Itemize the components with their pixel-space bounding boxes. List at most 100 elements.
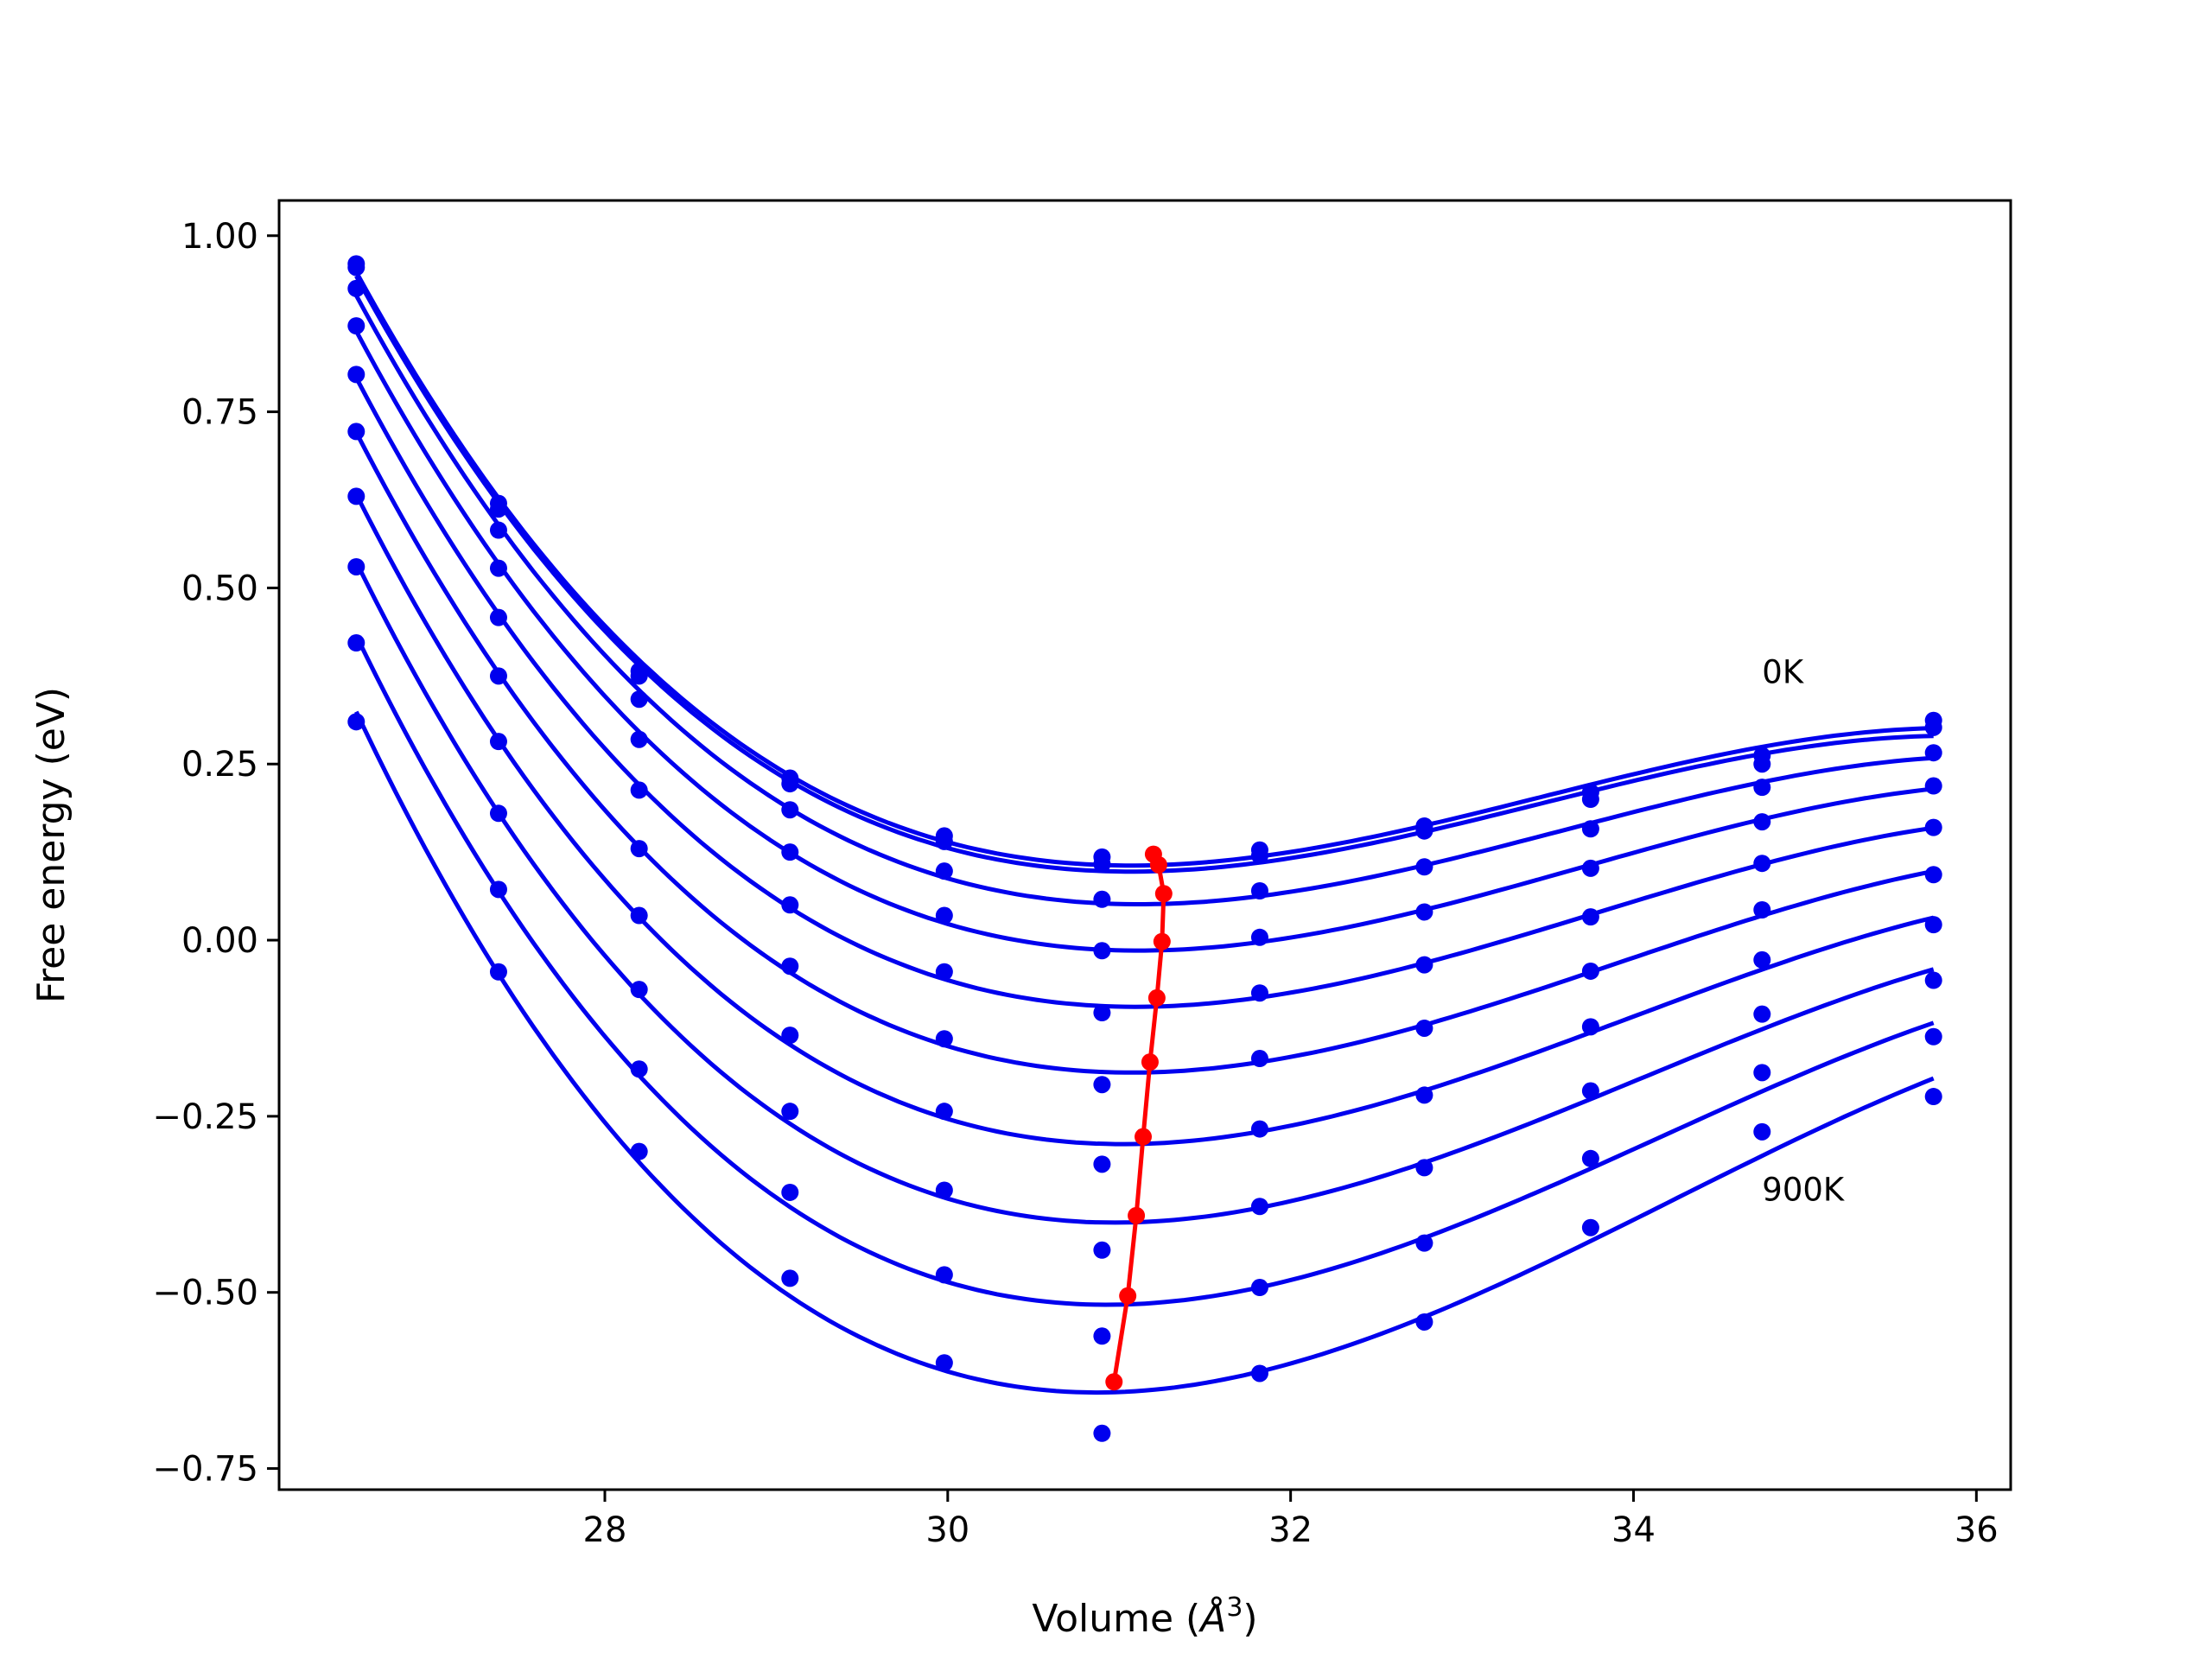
data-point bbox=[1250, 881, 1268, 899]
data-point bbox=[489, 804, 507, 823]
plot-frame bbox=[277, 199, 2012, 1491]
fit-curve-500K bbox=[354, 431, 1935, 1075]
minimum-point bbox=[1153, 932, 1171, 950]
y-tick-label: 0.50 bbox=[181, 569, 258, 608]
annotations: 0K 900K bbox=[1762, 653, 1846, 1208]
data-point bbox=[489, 521, 507, 539]
minimum-point bbox=[1119, 1287, 1137, 1305]
fit-curve-0K bbox=[354, 270, 1934, 868]
data-point bbox=[1924, 971, 1942, 989]
data-point bbox=[1415, 903, 1433, 921]
minimum-point bbox=[1141, 1053, 1159, 1071]
data-point bbox=[1093, 942, 1111, 960]
data-point bbox=[1581, 1018, 1599, 1036]
fit-curve-800K bbox=[354, 634, 1935, 1307]
data-point bbox=[630, 781, 648, 799]
data-point bbox=[781, 843, 799, 861]
data-point bbox=[1093, 890, 1111, 908]
x-axis-title: Volume (Å3) bbox=[1032, 1592, 1257, 1641]
data-point bbox=[781, 1183, 799, 1201]
data-point bbox=[1753, 950, 1771, 969]
y-axis-ticks: 1.00 0.75 0.50 0.25 0.00 −0.25 −0.50 −0.75 bbox=[152, 217, 279, 1490]
y-axis-title: Free energy (eV) bbox=[29, 687, 73, 1003]
data-point bbox=[489, 880, 507, 899]
minimum-point bbox=[1128, 1206, 1146, 1224]
x-tick-label: 32 bbox=[1268, 1510, 1313, 1550]
data-point bbox=[1581, 791, 1599, 809]
fit-curve-300K bbox=[354, 330, 1934, 953]
data-point bbox=[1924, 916, 1942, 934]
data-point bbox=[1250, 984, 1268, 1002]
minimum-point bbox=[1147, 988, 1166, 1007]
x-tick-label: 34 bbox=[1611, 1510, 1656, 1550]
data-point bbox=[630, 1142, 648, 1160]
data-point bbox=[781, 1103, 799, 1121]
data-point bbox=[1753, 755, 1771, 773]
minimum-point bbox=[1154, 885, 1173, 903]
y-tick-label: 0.75 bbox=[181, 393, 258, 433]
data-point bbox=[1250, 847, 1268, 865]
data-point bbox=[935, 1354, 953, 1372]
data-point bbox=[1250, 1279, 1268, 1297]
data-point bbox=[1581, 1082, 1599, 1100]
x-axis-ticks: 28 30 32 34 36 bbox=[583, 1490, 1999, 1550]
data-point bbox=[935, 1103, 953, 1121]
data-point bbox=[1924, 1088, 1942, 1106]
x-tick-label: 30 bbox=[925, 1510, 969, 1550]
y-tick-label: −0.25 bbox=[152, 1097, 258, 1137]
data-point bbox=[489, 559, 507, 577]
y-tick-label: 0.25 bbox=[181, 745, 258, 785]
data-point bbox=[781, 1269, 799, 1287]
data-point bbox=[1753, 813, 1771, 831]
data-point bbox=[1753, 901, 1771, 919]
data-point bbox=[1250, 1050, 1268, 1068]
data-point bbox=[630, 730, 648, 748]
data-point bbox=[1924, 818, 1942, 836]
data-point bbox=[347, 279, 365, 297]
data-point bbox=[489, 608, 507, 626]
data-point bbox=[1415, 1086, 1433, 1104]
data-point bbox=[1415, 822, 1433, 840]
fit-curve-100K bbox=[354, 275, 1934, 874]
annotation-0k: 0K bbox=[1762, 653, 1805, 690]
fit-curve-400K bbox=[354, 377, 1935, 1009]
data-point bbox=[1415, 1234, 1433, 1252]
data-point bbox=[935, 963, 953, 981]
fit-curve-200K bbox=[354, 294, 1934, 906]
data-point bbox=[1581, 962, 1599, 980]
data-point bbox=[935, 1266, 953, 1284]
data-point bbox=[489, 500, 507, 518]
data-point bbox=[781, 957, 799, 976]
data-point bbox=[1415, 858, 1433, 876]
data-point bbox=[347, 258, 365, 276]
data-point bbox=[1250, 928, 1268, 946]
data-point bbox=[1093, 1155, 1111, 1173]
y-tick-label: 1.00 bbox=[181, 217, 258, 257]
data-point bbox=[1415, 1019, 1433, 1037]
data-point bbox=[1250, 1120, 1268, 1138]
data-point bbox=[347, 634, 365, 652]
data-point bbox=[1924, 718, 1942, 736]
y-tick-label: −0.75 bbox=[152, 1450, 258, 1490]
y-tick-label: −0.50 bbox=[152, 1274, 258, 1313]
data-point bbox=[1250, 1364, 1268, 1382]
data-point bbox=[1581, 908, 1599, 926]
data-point bbox=[781, 1027, 799, 1045]
data-point bbox=[489, 733, 507, 751]
data-point bbox=[347, 713, 365, 731]
annotation-900k: 900K bbox=[1762, 1172, 1846, 1209]
data-points bbox=[347, 255, 1942, 1442]
y-tick-label: 0.00 bbox=[181, 921, 258, 961]
data-point bbox=[1924, 777, 1942, 795]
data-point bbox=[1093, 1076, 1111, 1094]
data-point bbox=[347, 557, 365, 575]
data-point bbox=[1753, 1005, 1771, 1023]
data-point bbox=[1093, 1327, 1111, 1345]
x-tick-label: 28 bbox=[583, 1510, 627, 1550]
x-tick-label: 36 bbox=[1955, 1510, 1999, 1550]
data-point bbox=[1753, 1122, 1771, 1141]
data-point bbox=[781, 801, 799, 819]
data-point bbox=[935, 906, 953, 925]
data-point bbox=[1924, 744, 1942, 762]
